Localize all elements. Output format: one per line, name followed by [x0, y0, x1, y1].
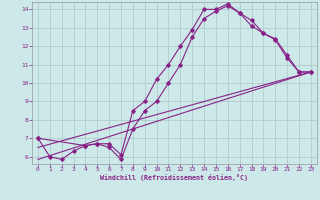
- X-axis label: Windchill (Refroidissement éolien,°C): Windchill (Refroidissement éolien,°C): [100, 174, 248, 181]
